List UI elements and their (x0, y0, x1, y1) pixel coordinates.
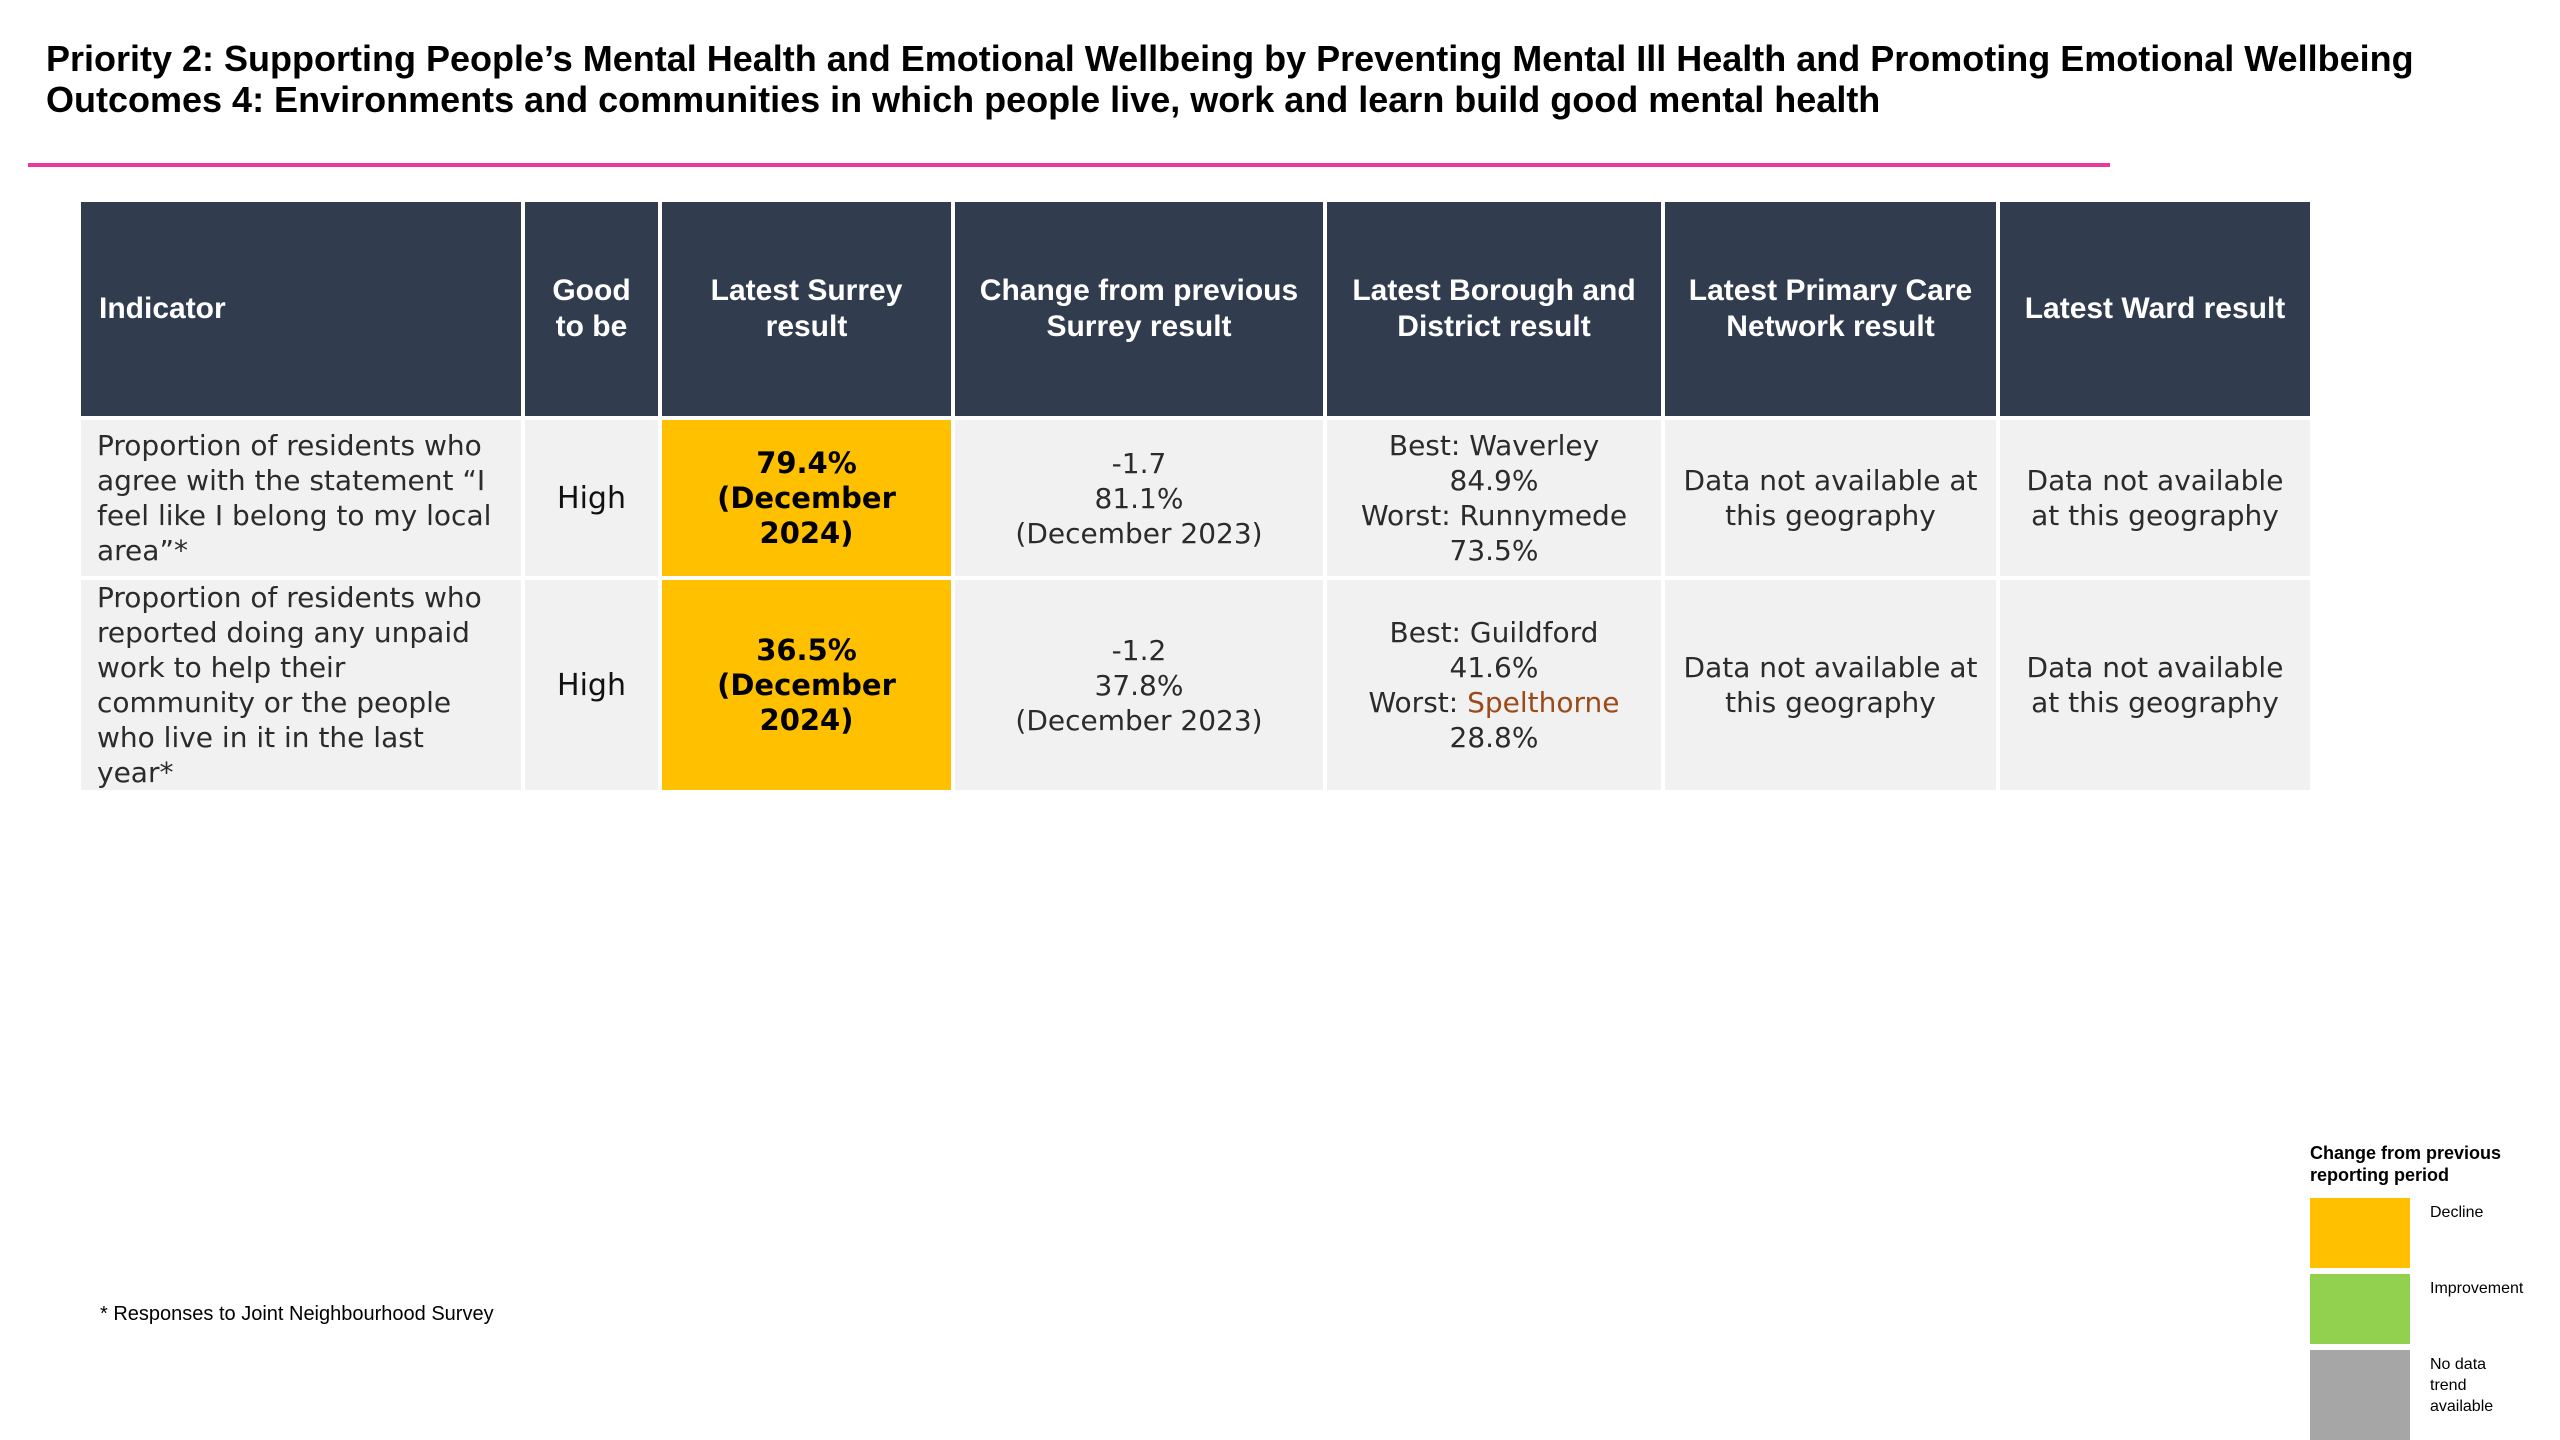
latest-period: (December 2024) (717, 667, 896, 737)
table-header-row: Indicator Good to be Latest Surrey resul… (81, 202, 2310, 416)
ward-cell: Data not available at this geography (2000, 420, 2310, 576)
legend-title: Change from previous reporting period (2310, 1143, 2502, 1185)
column-header-good-to-be: Good to be (525, 202, 658, 416)
indicator-cell: Proportion of residents who agree with t… (81, 420, 521, 576)
pcn-cell: Data not available at this geography (1665, 580, 1996, 790)
best-label: Best: (1389, 616, 1461, 649)
column-header-indicator: Indicator (81, 202, 521, 416)
legend-label: Decline (2430, 1204, 2484, 1221)
good-to-be-cell: High (525, 420, 658, 576)
latest-value: 36.5% (756, 632, 857, 667)
worst-value: 73.5% (1449, 534, 1539, 567)
best-value: 41.6% (1449, 651, 1539, 684)
pcn-cell: Data not available at this geography (1665, 420, 1996, 576)
latest-surrey-cell: 36.5% (December 2024) (662, 580, 951, 790)
worst-label: Worst: (1360, 499, 1451, 532)
best-value: 84.9% (1449, 464, 1539, 497)
worst-name: Runnymede (1459, 499, 1628, 532)
latest-surrey-cell: 79.4% (December 2024) (662, 420, 951, 576)
page-title: Priority 2: Supporting People’s Mental H… (46, 38, 2414, 79)
column-header-pcn: Latest Primary Care Network result (1665, 202, 1996, 416)
best-line: Best: Waverley (1341, 428, 1647, 463)
change-cell: -1.2 37.8% (December 2023) (955, 580, 1323, 790)
legend-label: Improvement (2430, 1280, 2524, 1297)
indicator-cell: Proportion of residents who reported doi… (81, 580, 521, 790)
best-line: Best: Guildford (1341, 615, 1647, 650)
legend-label: No data trend available (2430, 1356, 2494, 1415)
column-header-change: Change from previous Surrey result (955, 202, 1323, 416)
title-divider (28, 163, 2110, 167)
ward-cell: Data not available at this geography (2000, 580, 2310, 790)
latest-value: 79.4% (756, 445, 857, 480)
column-header-borough-district: Latest Borough and District result (1327, 202, 1661, 416)
worst-name: Spelthorne (1467, 686, 1620, 719)
indicator-table: Indicator Good to be Latest Surrey resul… (77, 198, 2314, 794)
change-cell: -1.7 81.1% (December 2023) (955, 420, 1323, 576)
latest-period: (December 2024) (717, 480, 896, 550)
footnote: * Responses to Joint Neighbourhood Surve… (100, 1303, 494, 1325)
legend-swatch (2310, 1198, 2410, 1268)
column-header-latest-surrey: Latest Surrey result (662, 202, 951, 416)
worst-line: Worst: Runnymede (1341, 498, 1647, 533)
best-name: Guildford (1469, 616, 1599, 649)
change-value: -1.7 (1111, 446, 1167, 480)
page-subtitle: Outcomes 4: Environments and communities… (46, 79, 1881, 120)
legend-swatch (2310, 1350, 2410, 1440)
table-row: Proportion of residents who agree with t… (81, 420, 2310, 576)
worst-line: Worst: Spelthorne (1341, 685, 1647, 720)
legend-swatch (2310, 1274, 2410, 1344)
legend: Change from previous reporting period De… (2310, 1142, 2560, 1440)
previous-value: 81.1% (1094, 481, 1184, 515)
change-value: -1.2 (1111, 633, 1167, 667)
page-title-block: Priority 2: Supporting People’s Mental H… (46, 38, 2516, 120)
borough-district-cell: Best: Waverley 84.9% Worst: Runnymede 73… (1327, 420, 1661, 576)
worst-value: 28.8% (1449, 721, 1539, 754)
previous-period: (December 2023) (1015, 516, 1263, 550)
worst-label: Worst: (1368, 686, 1459, 719)
borough-district-cell: Best: Guildford 41.6% Worst: Spelthorne … (1327, 580, 1661, 790)
good-to-be-cell: High (525, 580, 658, 790)
column-header-ward: Latest Ward result (2000, 202, 2310, 416)
previous-period: (December 2023) (1015, 703, 1263, 737)
table-row: Proportion of residents who reported doi… (81, 580, 2310, 790)
best-name: Waverley (1469, 429, 1600, 462)
best-label: Best: (1388, 429, 1461, 462)
previous-value: 37.8% (1094, 668, 1184, 702)
